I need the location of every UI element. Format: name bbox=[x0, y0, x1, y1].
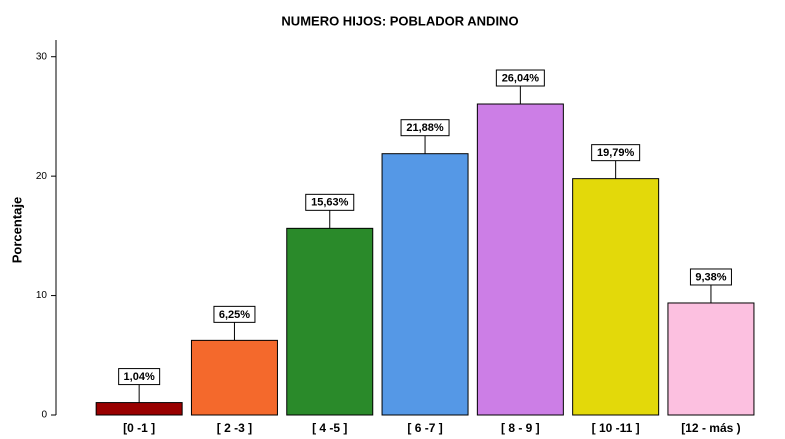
bar bbox=[286, 227, 374, 416]
value-label-box bbox=[213, 305, 256, 323]
value-label: 21,88% bbox=[406, 122, 444, 134]
value-label-box bbox=[591, 144, 641, 162]
value-label: 1,04% bbox=[124, 371, 155, 383]
value-label-box bbox=[118, 368, 161, 386]
bar bbox=[95, 402, 183, 416]
y-tick-label: 0 bbox=[41, 410, 47, 421]
bar bbox=[572, 178, 660, 416]
value-label: 26,04% bbox=[502, 72, 540, 84]
bar bbox=[667, 302, 755, 416]
bar bbox=[476, 103, 564, 416]
x-tick-label: [0 -1 ] bbox=[123, 421, 155, 435]
value-label: 9,38% bbox=[695, 271, 726, 283]
value-label: 6,25% bbox=[219, 309, 250, 321]
y-tick-label: 20 bbox=[36, 171, 48, 182]
x-tick-label: [ 6 -7 ] bbox=[407, 421, 442, 435]
bar bbox=[190, 339, 278, 416]
x-tick-label: [ 4 -5 ] bbox=[312, 421, 347, 435]
bar bbox=[381, 153, 469, 416]
value-label-box bbox=[305, 193, 355, 211]
y-tick-label: 10 bbox=[36, 290, 48, 301]
value-label-box bbox=[495, 69, 545, 87]
x-tick-label: [ 10 -11 ] bbox=[592, 421, 640, 435]
x-tick-label: [12 - más ) bbox=[681, 421, 740, 435]
x-tick-label: [ 8 - 9 ] bbox=[501, 421, 540, 435]
value-label: 19,79% bbox=[597, 147, 635, 159]
y-axis-label: Porcentaje bbox=[9, 197, 24, 263]
x-tick-label: [ 2 -3 ] bbox=[217, 421, 252, 435]
value-label-box bbox=[689, 268, 732, 286]
chart-title: NUMERO HIJOS: POBLADOR ANDINO bbox=[281, 13, 518, 28]
value-label: 15,63% bbox=[311, 197, 349, 209]
value-label-box bbox=[400, 119, 450, 137]
y-tick-label: 30 bbox=[36, 51, 48, 62]
